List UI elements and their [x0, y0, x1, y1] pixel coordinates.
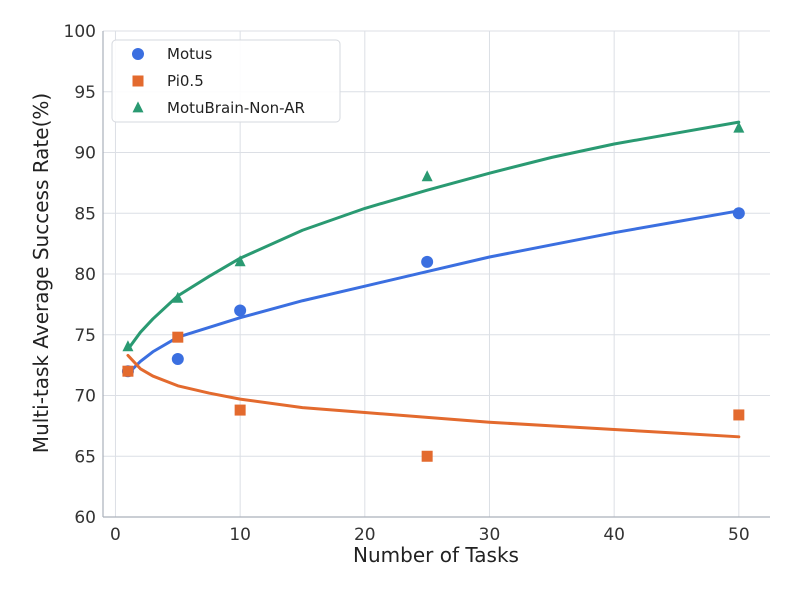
- x-tick-label: 0: [110, 525, 121, 545]
- data-point-pi0-5: [733, 409, 745, 421]
- fit-curves: [126, 120, 741, 439]
- data-point-motus: [171, 353, 184, 366]
- y-tick-label: 60: [74, 508, 96, 528]
- legend-marker: [132, 75, 144, 87]
- legend-label: Motus: [167, 45, 213, 63]
- x-tick-label: 50: [728, 525, 750, 545]
- y-tick-label: 80: [74, 265, 96, 285]
- y-tick-label: 70: [74, 387, 96, 407]
- y-tick-label: 90: [74, 144, 96, 164]
- axes: [102, 31, 770, 518]
- y-tick-label: 85: [74, 204, 96, 224]
- fit-curve-pi0-5: [126, 353, 741, 439]
- data-point-motubrain-non-ar: [234, 255, 246, 267]
- fit-curve-motus: [126, 209, 741, 376]
- x-tick-label: 10: [229, 525, 251, 545]
- legend-box: [111, 39, 341, 123]
- legend-label: Pi0.5: [167, 72, 204, 90]
- tick-labels: 0 10 20 30 40 50 60 65 70 75 80 85 90 95 100: [64, 22, 750, 545]
- legend-marker: [132, 48, 144, 60]
- legend-marker: [132, 101, 144, 113]
- data-point-motubrain-non-ar: [122, 340, 134, 352]
- x-axis-title: Number of Tasks: [353, 543, 519, 567]
- y-tick-label: 100: [64, 22, 96, 42]
- data-point-motus: [234, 304, 247, 317]
- y-axis-title: Multi-task Average Success Rate(%): [29, 93, 53, 453]
- y-tick-label: 95: [74, 83, 96, 103]
- x-tick-label: 40: [603, 525, 625, 545]
- data-points: [121, 121, 745, 462]
- y-tick-label: 75: [74, 326, 96, 346]
- data-point-motus: [421, 255, 434, 268]
- legend-label: MotuBrain-Non-AR: [167, 99, 305, 117]
- data-point-motubrain-non-ar: [172, 291, 184, 303]
- data-point-pi0-5: [234, 404, 246, 416]
- x-tick-label: 20: [354, 525, 376, 545]
- data-point-motubrain-non-ar: [733, 121, 745, 133]
- data-point-motus: [732, 207, 745, 220]
- data-point-motubrain-non-ar: [421, 170, 433, 182]
- y-tick-label: 65: [74, 447, 96, 467]
- legend: Motus Pi0.5 MotuBrain-Non-AR: [111, 39, 341, 123]
- x-tick-label: 30: [479, 525, 501, 545]
- data-point-pi0-5: [172, 331, 184, 343]
- data-point-pi0-5: [421, 450, 433, 462]
- fit-curve-motubrain-non-ar: [126, 120, 741, 351]
- data-point-pi0-5: [122, 365, 134, 377]
